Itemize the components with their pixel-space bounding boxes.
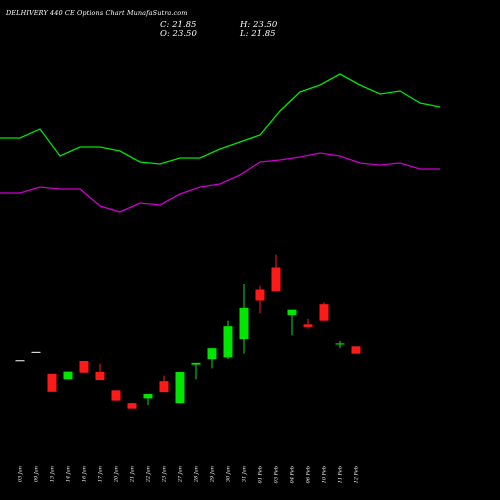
candle-body [207, 348, 217, 360]
x-tick-label: 22 Jan [146, 466, 152, 483]
x-tick-label: 23 Jan [162, 466, 168, 483]
candle-body [143, 394, 153, 399]
x-tick-label: 03 Feb [274, 466, 280, 483]
close-value: C: 21.85 [160, 20, 197, 30]
candle-body [271, 267, 281, 292]
candle-body [31, 351, 41, 353]
x-tick-label: 06 Feb [306, 466, 312, 483]
x-tick-label: 04 Feb [290, 466, 296, 483]
candle-body [287, 309, 297, 316]
x-tick-label: 27 Jan [178, 466, 184, 483]
candle-body [127, 403, 137, 409]
candle-body [15, 360, 25, 362]
high-value: H: 23.50 [240, 20, 278, 30]
candle-body [95, 372, 105, 381]
candle-body [223, 326, 233, 358]
x-tick-label: 11 Feb [338, 466, 344, 483]
open-value: O: 23.50 [160, 29, 197, 39]
candle-body [303, 324, 313, 327]
candle-body [335, 343, 345, 345]
x-tick-label: 29 Jan [210, 466, 216, 483]
x-tick-label: 01 Feb [258, 466, 264, 483]
low-value: L: 21.85 [240, 29, 276, 39]
candle-body [47, 373, 57, 392]
x-tick-label: 03 Jan [18, 466, 24, 482]
candle-body [79, 361, 89, 373]
candle-body [191, 362, 201, 365]
x-tick-label: 21 Jan [130, 466, 136, 483]
x-tick-label: 10 Feb [322, 466, 328, 483]
upper-band-line [0, 73, 441, 165]
x-tick-label: 28 Jan [194, 466, 200, 483]
x-tick-label: 31 Jan [242, 466, 248, 482]
candle-body [159, 381, 169, 393]
candle-body [239, 307, 249, 339]
x-tick-label: 12 Feb [354, 466, 360, 483]
x-tick-label: 30 Jan [226, 466, 232, 482]
x-tick-label: 13 Jan [50, 466, 56, 482]
lower-band-line [0, 152, 440, 213]
x-tick-label: 14 Jan [66, 466, 72, 482]
candle-body [255, 289, 265, 301]
x-tick-label: 17 Jan [98, 466, 104, 482]
x-tick-label: 20 Jan [114, 466, 120, 483]
candle-body [111, 390, 121, 401]
candle-body [175, 372, 185, 404]
chart-title: DELHIVERY 440 CE Options Chart MunafaSut… [6, 9, 188, 17]
x-tick-label: 16 Jan [82, 466, 88, 482]
candle-body [351, 346, 361, 354]
candle-body [319, 304, 329, 321]
candle-body [63, 371, 73, 380]
x-tick-label: 09 Jan [34, 466, 40, 482]
